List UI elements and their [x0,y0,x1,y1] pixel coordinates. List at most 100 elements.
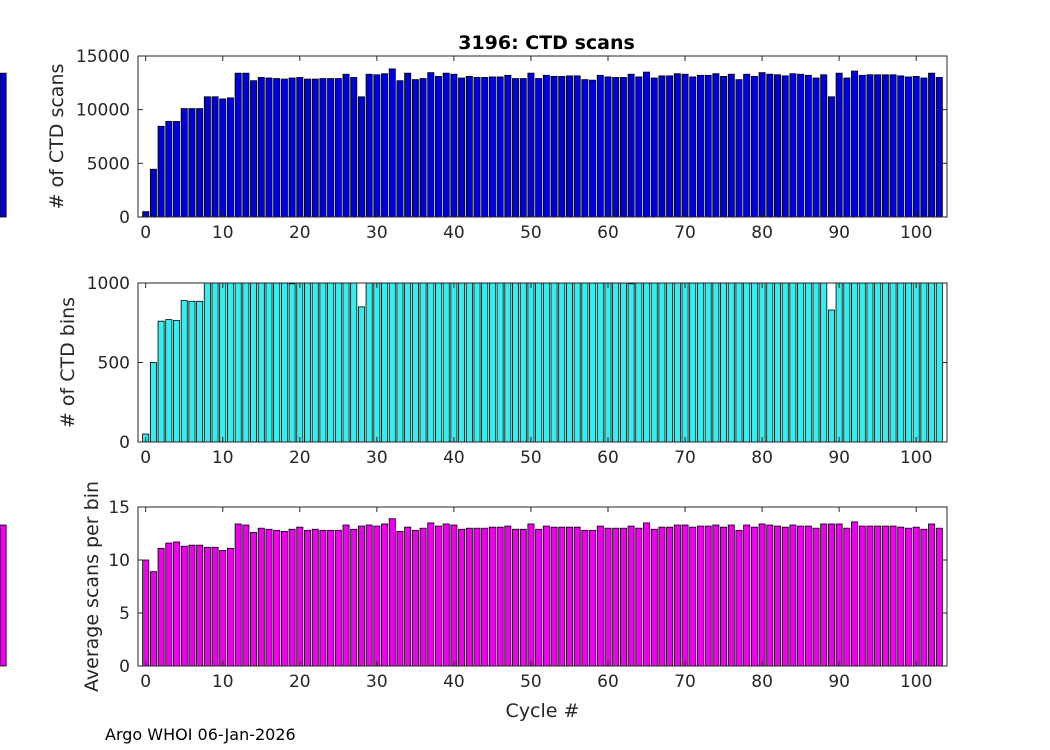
bar [458,282,466,443]
bar [157,125,165,218]
bar [935,77,943,218]
bar [488,76,496,218]
bar [912,75,920,218]
bar [650,77,658,218]
bar [581,282,589,443]
x-tick-label: 70 [674,223,696,243]
bar [357,525,365,667]
bar [558,526,566,667]
bar [481,527,489,667]
bar [473,282,481,443]
bar [242,282,250,443]
bar [935,527,943,667]
bar [704,282,712,443]
bar [658,526,666,667]
bar [820,523,828,667]
bar [411,79,419,218]
bar [365,282,373,443]
bar [928,282,936,443]
y-axis-label: # of CTD scans [46,64,68,210]
bar [827,96,835,218]
bar [604,527,612,667]
bar [565,526,573,667]
bar [542,282,550,443]
bar [334,78,342,218]
bar [173,121,181,218]
bar [296,526,304,667]
bar [866,525,874,667]
bar [758,523,766,667]
bar [658,282,666,443]
bar [427,522,435,667]
bar [280,530,288,667]
bar [881,282,889,443]
bar [512,282,520,443]
x-tick-label: 90 [828,223,850,243]
bar [180,108,188,218]
bar [211,282,219,443]
bar [743,282,751,443]
bar [735,529,743,667]
bar [219,550,227,667]
bar [519,78,527,218]
x-tick-label: 40 [443,448,465,468]
bar [234,523,242,667]
bar [304,282,311,443]
bar [496,76,504,218]
x-tick-label: 40 [443,223,465,243]
x-tick-label: 60 [597,672,619,692]
bar [789,73,797,218]
bar [273,78,281,218]
bar [542,74,550,218]
bar [434,282,442,443]
bar [750,75,758,218]
x-tick-label: 0 [140,448,151,468]
bar [196,544,204,667]
bar [357,96,365,218]
bar [635,76,643,218]
bar [843,527,851,667]
bar [666,526,674,667]
bar [889,282,897,443]
x-tick-label: 20 [289,672,311,692]
bar [904,76,912,218]
y-tick-label: 5000 [87,154,130,174]
bar [727,524,735,667]
bar [550,75,558,218]
bar [774,525,781,667]
bar [750,526,758,667]
bar [311,78,319,218]
bar [419,78,427,218]
bar [835,282,843,443]
x-tick-label: 50 [520,448,542,468]
bar [450,73,458,218]
bar [304,78,311,218]
x-axis-label: Cycle # [506,700,580,722]
bar [889,525,897,667]
bar [280,78,288,218]
bar [874,74,882,218]
bar [781,282,789,443]
bar [365,524,373,667]
bar [573,526,581,667]
bar [288,528,296,667]
bar [650,528,658,667]
bar [357,306,365,443]
bar [650,282,658,443]
bar [396,80,404,218]
bar [827,523,835,667]
bar [904,527,912,667]
bar [758,72,766,218]
bar [280,282,288,443]
y-tick-label: 1000 [87,274,130,294]
bar [750,282,758,443]
bar [465,282,473,443]
bar [673,282,681,443]
bar [889,74,897,218]
bar [835,72,843,218]
bar [766,73,774,218]
bar [188,300,196,443]
x-tick-label: 30 [366,448,388,468]
bar [612,77,620,218]
bar [781,75,789,218]
